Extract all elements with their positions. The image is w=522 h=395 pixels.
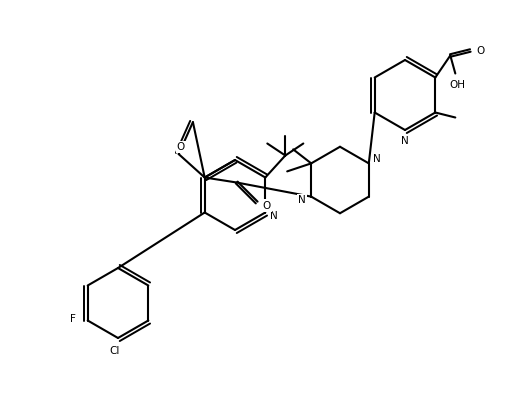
Text: F: F xyxy=(70,314,76,324)
Text: O: O xyxy=(176,142,185,152)
Text: O: O xyxy=(476,45,484,56)
Text: OH: OH xyxy=(449,79,465,90)
Text: O: O xyxy=(263,201,271,211)
Text: N: N xyxy=(401,136,409,146)
Text: Cl: Cl xyxy=(110,346,120,356)
Text: N: N xyxy=(373,154,381,164)
Text: N: N xyxy=(270,211,278,220)
Text: N: N xyxy=(299,195,306,205)
